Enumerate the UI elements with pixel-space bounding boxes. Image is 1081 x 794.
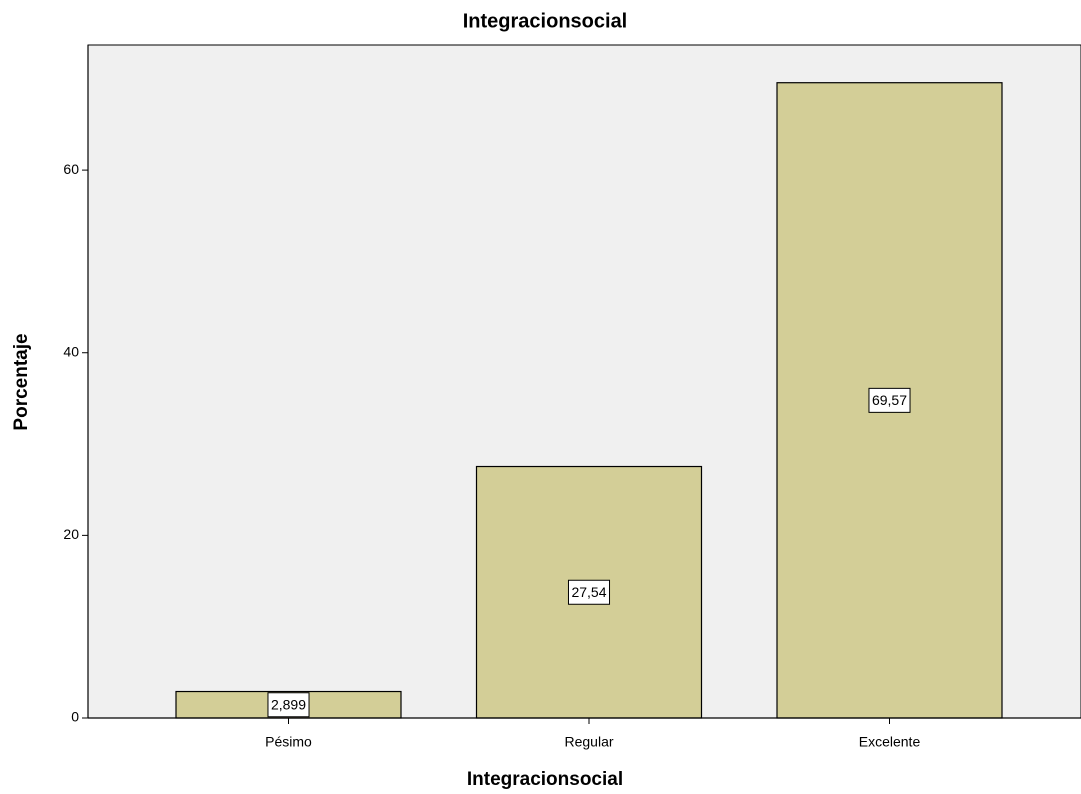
value-label-box	[567, 579, 611, 605]
value-label: 27,54	[571, 584, 606, 600]
x-tick-label: Regular	[564, 734, 613, 750]
value-label: 2,899	[271, 696, 306, 712]
y-axis-title: Porcentaje	[11, 333, 32, 430]
x-tick-label: Pésimo	[265, 734, 312, 750]
y-tick-label: 0	[71, 709, 79, 725]
chart-title: Integracionsocial	[463, 10, 628, 32]
x-tick-label: Excelente	[859, 734, 921, 750]
value-label: 69,57	[872, 392, 907, 408]
value-label-box	[868, 387, 911, 413]
y-tick-label: 60	[63, 161, 79, 177]
value-label-box	[267, 692, 310, 718]
y-tick-label: 40	[63, 343, 79, 359]
y-tick-label: 20	[63, 526, 79, 542]
x-axis-title: Integracionsocial	[467, 769, 623, 790]
